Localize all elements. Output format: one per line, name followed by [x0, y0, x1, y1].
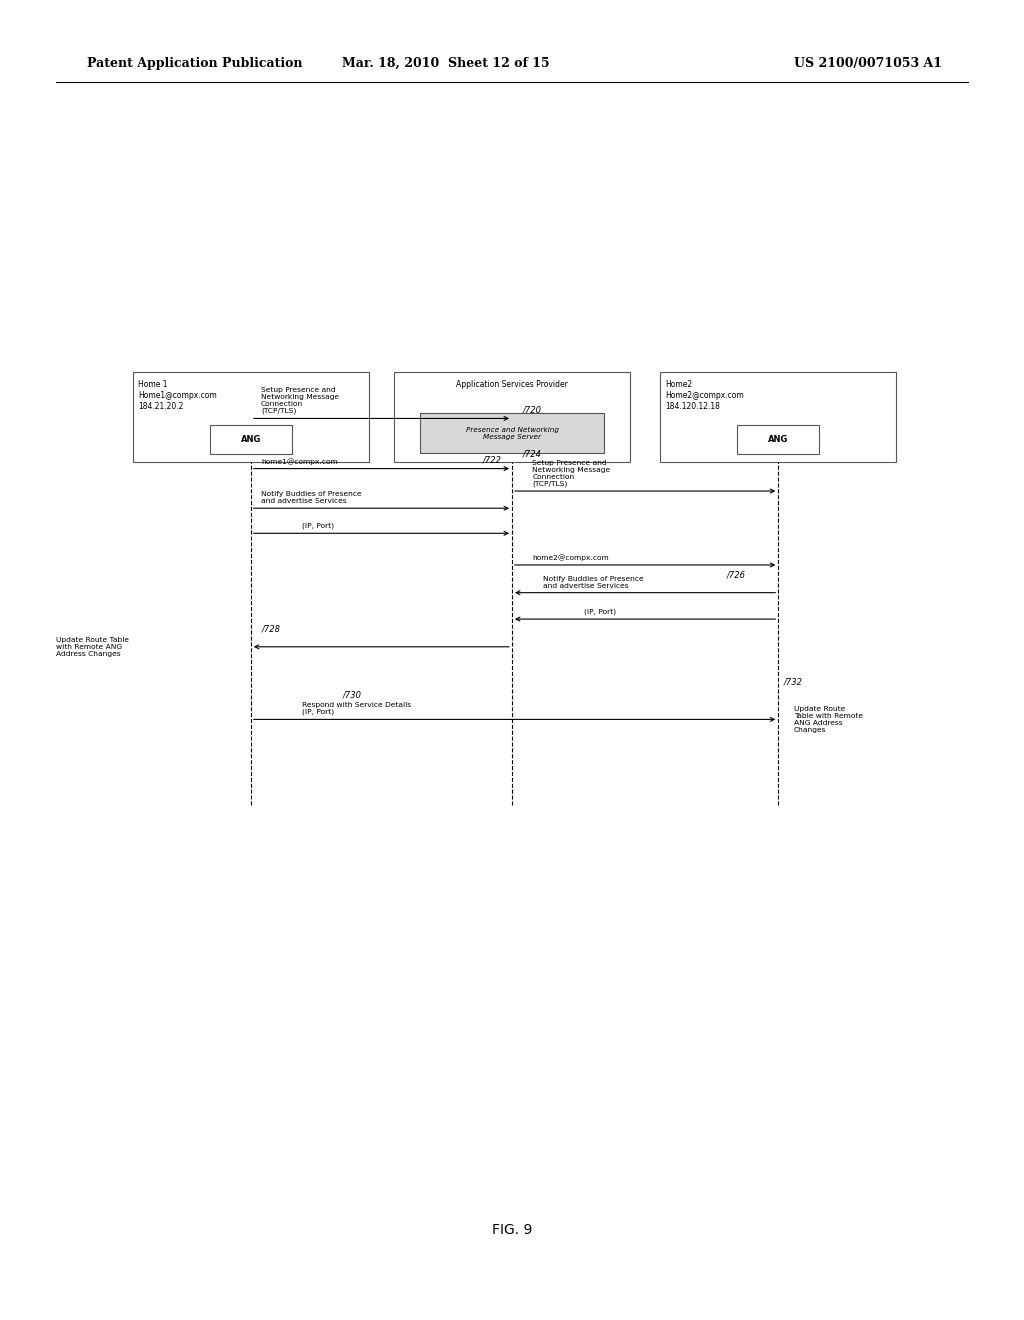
FancyBboxPatch shape	[737, 425, 819, 454]
Text: US 2100/0071053 A1: US 2100/0071053 A1	[794, 57, 942, 70]
Text: /730: /730	[343, 690, 362, 700]
Text: (IP, Port): (IP, Port)	[584, 609, 615, 615]
Text: ANG: ANG	[768, 436, 788, 444]
Text: FIG. 9: FIG. 9	[492, 1224, 532, 1237]
FancyBboxPatch shape	[210, 425, 292, 454]
FancyBboxPatch shape	[660, 372, 896, 462]
Text: Notify Buddies of Presence
and advertise Services: Notify Buddies of Presence and advertise…	[261, 491, 361, 504]
Text: Mar. 18, 2010  Sheet 12 of 15: Mar. 18, 2010 Sheet 12 of 15	[342, 57, 549, 70]
Text: Update Route Table
with Remote ANG
Address Changes: Update Route Table with Remote ANG Addre…	[56, 636, 129, 657]
FancyBboxPatch shape	[394, 372, 630, 462]
Text: /724: /724	[522, 449, 542, 458]
Text: Setup Presence and
Networking Message
Connection
(TCP/TLS): Setup Presence and Networking Message Co…	[532, 459, 610, 487]
Text: Notify Buddies of Presence
and advertise Services: Notify Buddies of Presence and advertise…	[543, 576, 643, 589]
Text: Update Route
Table with Remote
ANG Address
Changes: Update Route Table with Remote ANG Addre…	[794, 706, 862, 733]
Text: Patent Application Publication: Patent Application Publication	[87, 57, 302, 70]
Text: (IP, Port): (IP, Port)	[302, 523, 334, 529]
Text: /720: /720	[522, 405, 542, 414]
FancyBboxPatch shape	[133, 372, 369, 462]
Text: /728: /728	[261, 624, 281, 634]
FancyBboxPatch shape	[420, 413, 604, 453]
Text: Respond with Service Details
(IP, Port): Respond with Service Details (IP, Port)	[302, 702, 412, 715]
Text: Home2
Home2@compx.com
184.120.12.18: Home2 Home2@compx.com 184.120.12.18	[666, 380, 744, 412]
Text: /722: /722	[482, 455, 502, 465]
Text: ANG: ANG	[241, 436, 261, 444]
Text: Application Services Provider: Application Services Provider	[456, 380, 568, 389]
Text: Home 1
Home1@compx.com
184.21.20.2: Home 1 Home1@compx.com 184.21.20.2	[138, 380, 217, 412]
Text: Presence and Networking
Message Server: Presence and Networking Message Server	[466, 426, 558, 440]
Text: /732: /732	[783, 677, 803, 686]
Text: Setup Presence and
Networking Message
Connection
(TCP/TLS): Setup Presence and Networking Message Co…	[261, 387, 339, 414]
Text: /726: /726	[727, 570, 746, 579]
Text: home1@compx.com: home1@compx.com	[261, 458, 338, 465]
Text: home2@compx.com: home2@compx.com	[532, 554, 609, 561]
